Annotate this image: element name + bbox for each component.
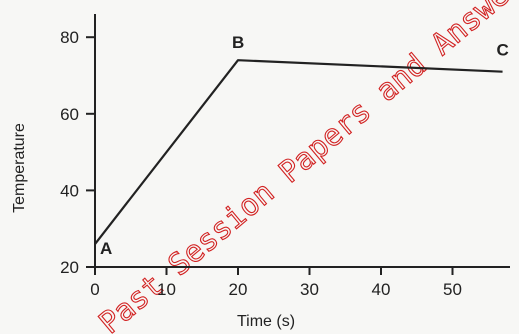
- point-label-A: A: [100, 239, 112, 258]
- y-tick-label-60: 60: [60, 105, 79, 124]
- y-axis-title: Temperature: [11, 123, 28, 213]
- series-line-0: [94, 59, 503, 245]
- point-label-B: B: [232, 33, 244, 52]
- x-axis-title: Time (s): [237, 313, 295, 330]
- x-tick-label-20: 20: [229, 280, 248, 299]
- x-tick-label-50: 50: [443, 280, 462, 299]
- y-tick-label-40: 40: [60, 181, 79, 200]
- y-tick-label-80: 80: [60, 28, 79, 47]
- point-labels: A B C: [100, 33, 509, 258]
- y-tick-label-20: 20: [60, 258, 79, 277]
- x-tick-label-30: 30: [300, 280, 319, 299]
- x-tick-label-0: 0: [90, 280, 99, 299]
- x-tick-label-10: 10: [157, 280, 176, 299]
- x-tick-label-40: 40: [372, 280, 391, 299]
- point-label-C: C: [497, 41, 509, 60]
- series: [94, 59, 503, 245]
- axes: [94, 14, 510, 268]
- ticks: 20 40 60 80 0 10 20 30 40 50: [60, 28, 462, 299]
